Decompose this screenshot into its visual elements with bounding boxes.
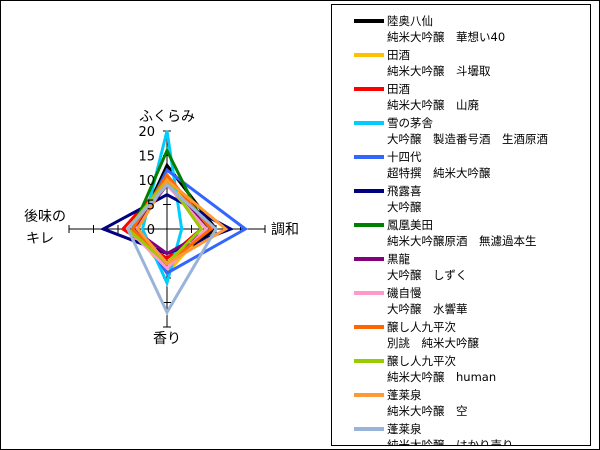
legend-item: 陸奥八仙 純米大吟醸 華想い40 xyxy=(332,10,590,45)
tick-label-4: 20 xyxy=(138,125,155,140)
legend-swatch xyxy=(354,87,384,91)
legend-label: 蓬莱泉 純米大吟醸 はかり売り xyxy=(387,422,514,446)
tick-label-3: 15 xyxy=(138,150,155,165)
legend-label: 田酒 純米大吟醸 山廃 xyxy=(387,82,479,112)
legend-label: 磯自慢 大吟醸 水響華 xyxy=(387,286,468,316)
tick-label-2: 10 xyxy=(138,174,155,189)
tick-label-0: 0 xyxy=(147,223,155,238)
series-line-7 xyxy=(130,182,214,256)
legend-item: 醸し人九平次 純米大吟醸 human xyxy=(332,350,590,385)
legend-label: 陸奥八仙 純米大吟醸 華想い40 xyxy=(387,14,506,44)
legend-label: 黒龍 大吟醸 しずく xyxy=(387,252,468,282)
axis-label-line: キレ xyxy=(26,231,54,247)
series-line-11 xyxy=(135,177,229,266)
axis-label-line: 香り xyxy=(153,331,181,347)
series-line-12 xyxy=(126,182,218,316)
legend-swatch xyxy=(354,427,384,431)
axis-label-line: ふくらみ xyxy=(139,109,195,125)
legend-item: 田酒 純米大吟醸 山廃 xyxy=(332,78,590,113)
legend-swatch xyxy=(354,121,384,125)
legend-swatch xyxy=(354,155,384,159)
legend-item: 田酒 純米大吟醸 斗壜取 xyxy=(332,44,590,79)
legend-label: 蓬莱泉 純米大吟醸 空 xyxy=(387,388,468,418)
legend-label: 醸し人九平次 別誂 純米大吟醸 xyxy=(387,320,479,350)
legend-item: 鳳凰美田 純米大吟醸原酒 無濾過本生 xyxy=(332,214,590,249)
legend-swatch xyxy=(354,291,384,295)
legend-item: 雪の茅舎 大吟醸 製造番号酒 生酒原酒 xyxy=(332,112,590,147)
legend-label: 十四代 超特撰 純米大吟醸 xyxy=(387,150,491,180)
legend: 陸奥八仙 純米大吟醸 華想い40 田酒 純米大吟醸 斗壜取 田酒 純米大吟醸 山廃雪… xyxy=(331,4,591,446)
legend-item: 十四代 超特撰 純米大吟醸 xyxy=(332,146,590,181)
axis-label-0: ふくらみ xyxy=(139,109,195,125)
legend-swatch xyxy=(354,189,384,193)
axis-label-1: 調和 xyxy=(271,222,299,238)
legend-swatch xyxy=(354,393,384,397)
legend-item: 飛露喜 大吟醸 xyxy=(332,180,590,215)
legend-label: 飛露喜 大吟醸 xyxy=(387,184,422,214)
axis-label-line: 調和 xyxy=(271,222,299,238)
axis-label-3: 後味のキレ xyxy=(24,209,66,247)
legend-swatch xyxy=(354,359,384,363)
legend-item: 蓬莱泉 純米大吟醸 空 xyxy=(332,384,590,419)
legend-swatch xyxy=(354,325,384,329)
legend-swatch xyxy=(354,19,384,23)
legend-swatch xyxy=(354,53,384,57)
legend-label: 田酒 純米大吟醸 斗壜取 xyxy=(387,48,491,78)
tick-label-1: 5 xyxy=(147,199,155,214)
legend-swatch xyxy=(354,223,384,227)
legend-label: 醸し人九平次 純米大吟醸 human xyxy=(387,354,497,384)
legend-label: 鳳凰美田 純米大吟醸原酒 無濾過本生 xyxy=(387,218,537,248)
legend-item: 醸し人九平次 別誂 純米大吟醸 xyxy=(332,316,590,351)
axis-label-line: 後味の xyxy=(24,209,66,225)
legend-item: 蓬莱泉 純米大吟醸 はかり売り xyxy=(332,418,590,446)
legend-item: 黒龍 大吟醸 しずく xyxy=(332,248,590,283)
legend-item: 磯自慢 大吟醸 水響華 xyxy=(332,282,590,317)
legend-label: 雪の茅舎 大吟醸 製造番号酒 生酒原酒 xyxy=(387,116,548,146)
axis-label-2: 香り xyxy=(153,331,181,347)
legend-swatch xyxy=(354,257,384,261)
